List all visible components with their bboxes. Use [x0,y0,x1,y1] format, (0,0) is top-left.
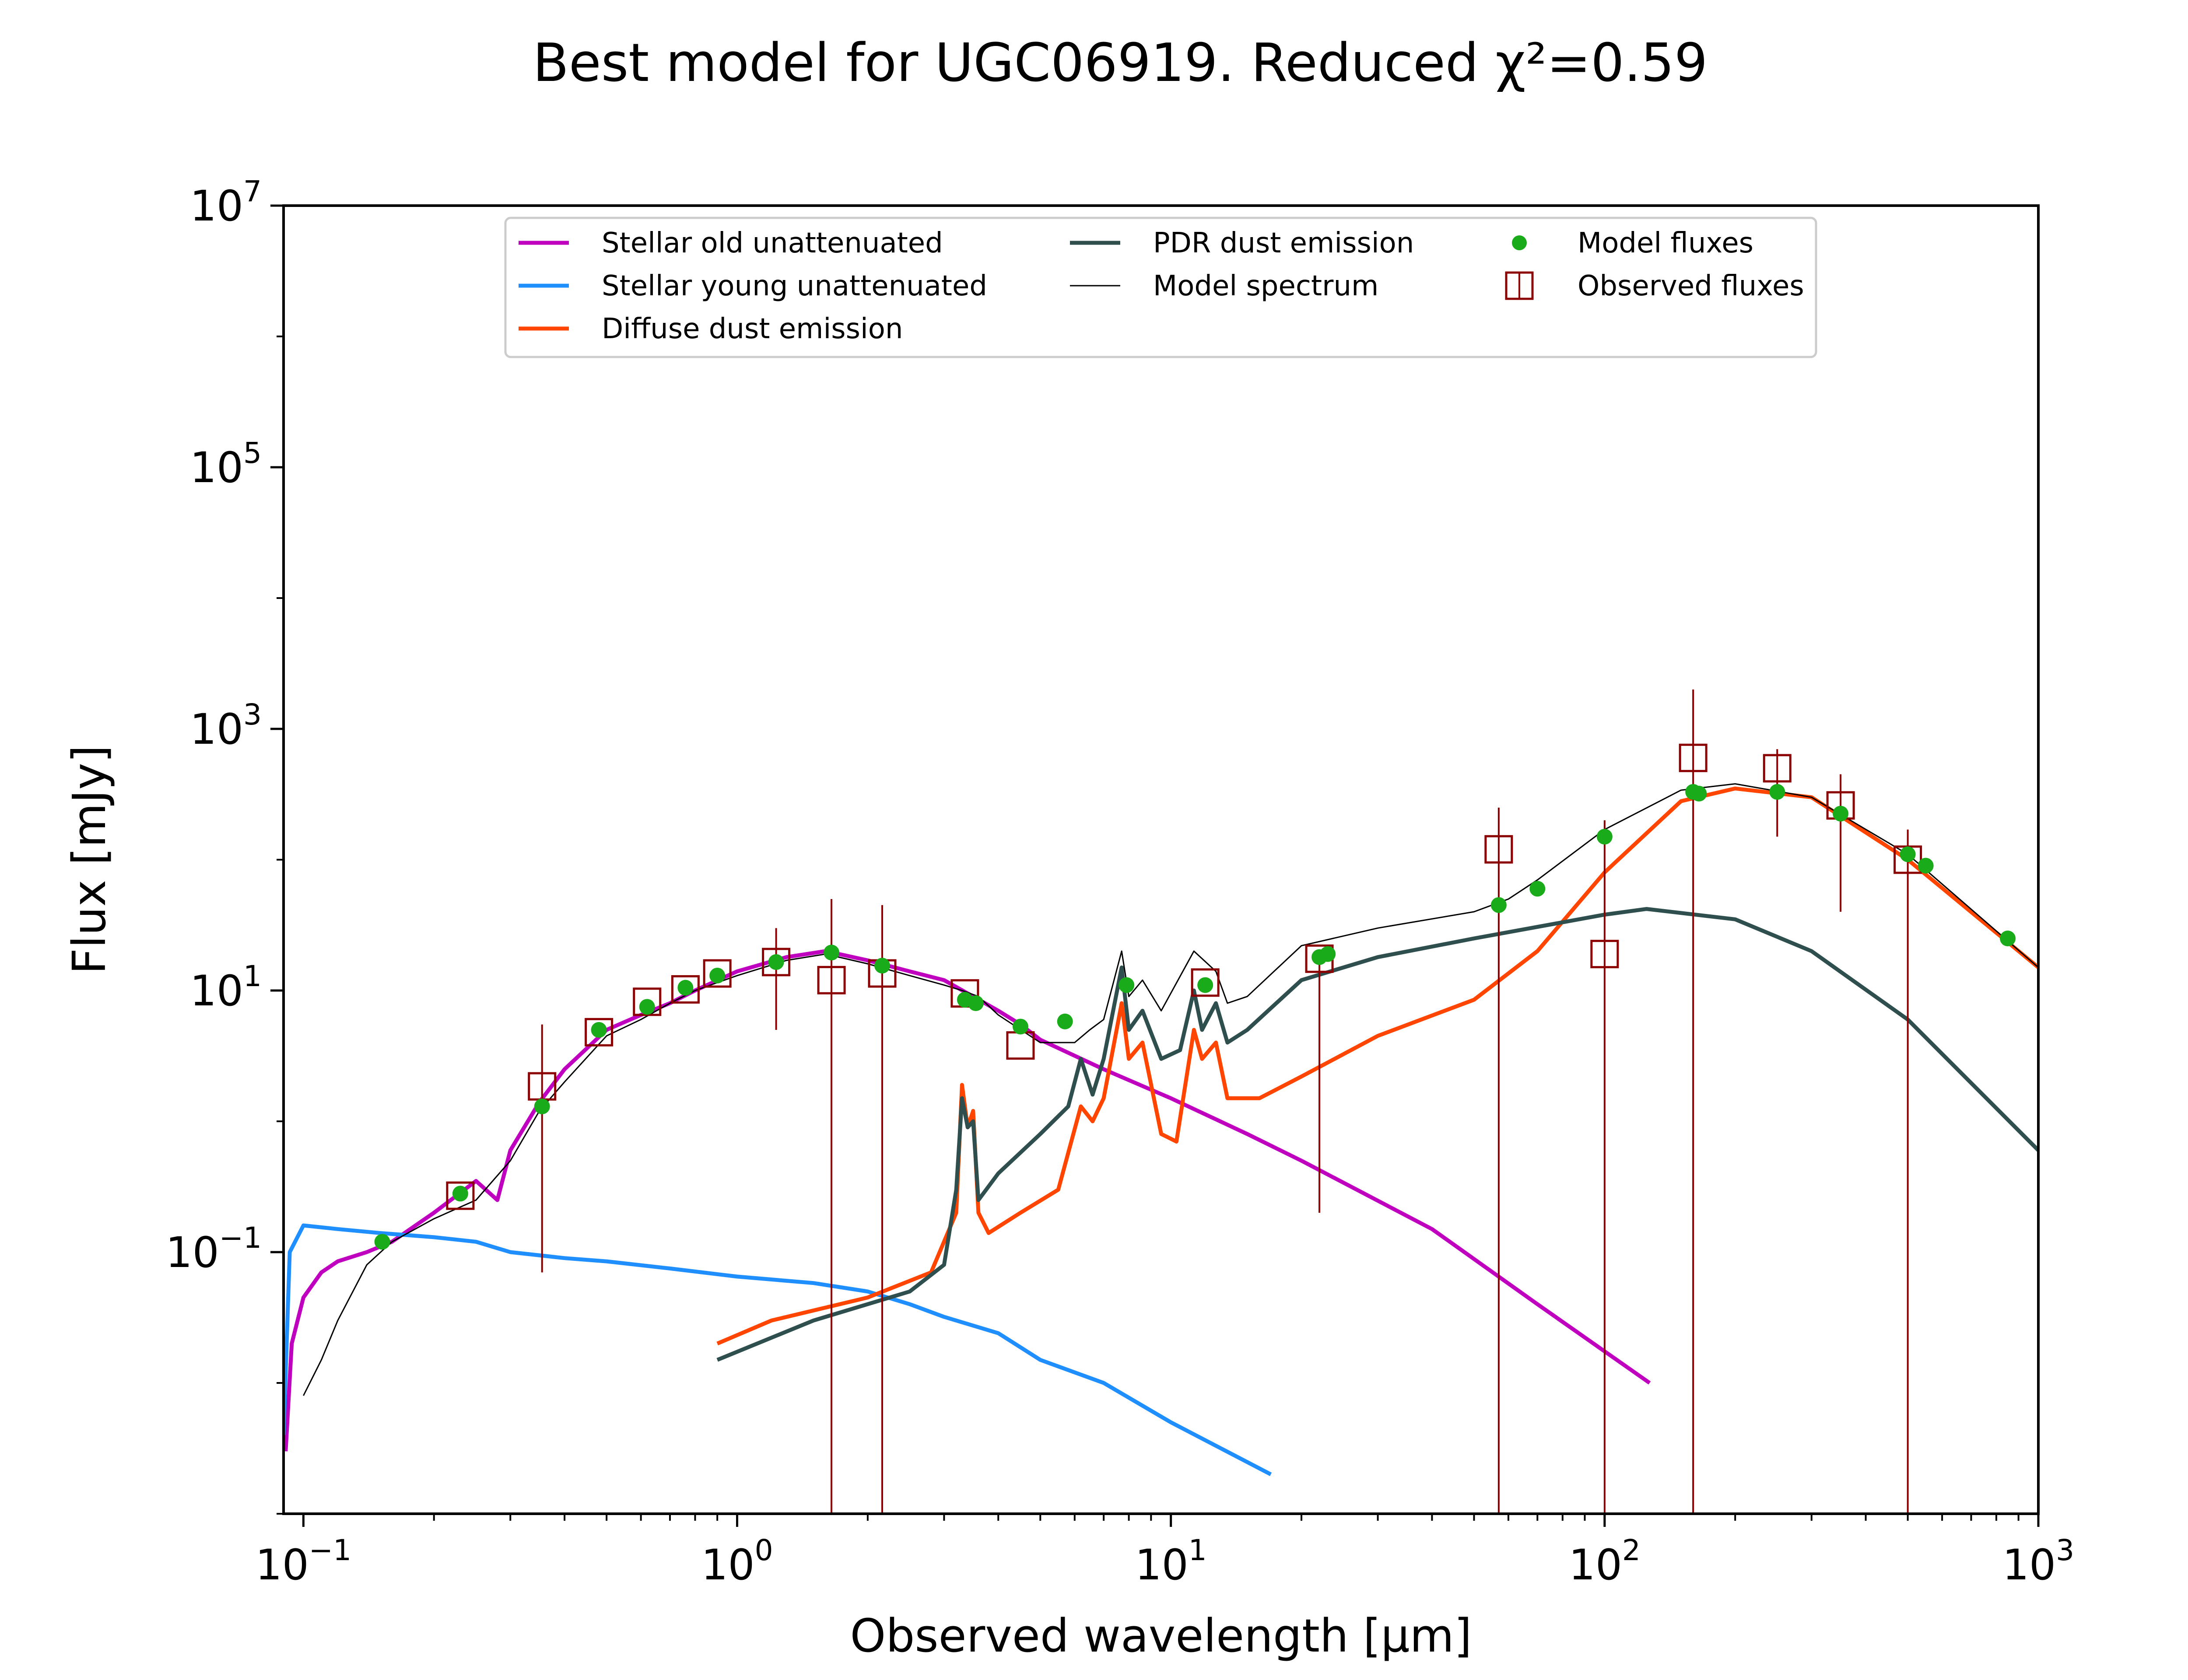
series-line-stellar-old-unattenuated [284,949,1651,1452]
legend-item-model-fluxes: Model fluxes [1512,227,1753,259]
y-axis-label: Flux [mJy] [63,745,116,974]
y-tick-label: 10−1 [166,1221,262,1277]
x-tick-label: 100 [701,1533,773,1589]
series-line-model-spectrum [303,783,2038,1396]
observed-flux-marker [817,966,846,994]
plot-frame [282,204,2040,1515]
observed-flux-marker [1191,968,1220,997]
legend-label: PDR dust emission [1153,227,1414,259]
model-flux-point [1320,946,1336,962]
x-tick-label: 10−1 [256,1533,351,1589]
legend-item-model-spectrum: Model spectrum [1070,270,1378,302]
legend-label: Stellar old unattenuated [602,227,943,259]
observed-flux-marker [762,948,791,976]
legend-box [504,217,1817,358]
x-axis-label: Observed wavelength [μm] [850,1609,1472,1662]
x-tick-label: 101 [1135,1533,1207,1589]
legend-label: Stellar young unattenuated [602,270,987,302]
series-line-stellar-young-unattenuated [284,1223,1272,1476]
model-flux-point [1529,881,1546,897]
series-line-pdr-dust-emission [716,907,2038,1362]
model-flux-point [824,945,840,961]
legend: Stellar old unattenuated Stellar young un… [504,217,1817,358]
model-flux-point [591,1022,607,1038]
model-flux-point [1197,977,1213,993]
model-flux-point [768,954,784,970]
markers-layer [374,689,2016,1514]
legend-swatch [1512,235,1527,250]
model-flux-point [1119,977,1135,993]
x-tick-label: 102 [1569,1533,1641,1589]
axis-ticks: 10−1 100 101 102 103 10−1 101 103 105 107 [166,175,2075,1589]
observed-flux-marker [1679,743,1708,772]
model-flux-point [677,980,694,996]
model-flux-point [1490,897,1507,913]
chart-title: Best model for UGC06919. Reduced χ²=0.59 [533,33,1708,94]
legend-swatch [1505,271,1534,300]
model-flux-point [1769,784,1785,800]
y-tick-label: 107 [190,175,262,231]
y-tick-label: 103 [190,698,262,754]
model-flux-point [1596,829,1613,845]
y-tick-label: 101 [190,959,262,1015]
model-flux-point [374,1234,390,1250]
legend-item-pdr-dust-emission: PDR dust emission [1070,227,1414,259]
model-flux-point [2000,931,2016,947]
legend-label: Observed fluxes [1578,270,1804,302]
observed-flux-marker [1590,940,1619,969]
legend-item-stellar-young-unattenuated: Stellar young unattenuated [519,270,987,302]
model-flux-point [874,958,891,974]
observed-flux-marker [1763,754,1792,783]
model-flux-point [968,995,984,1011]
observed-flux-marker [703,959,732,988]
model-flux-point [1691,785,1707,802]
y-tick-label: 105 [190,436,262,492]
series-layer [284,783,2038,1476]
model-flux-point [1057,1013,1073,1029]
observed-flux-marker [446,1181,475,1210]
model-flux-point [1918,858,1934,874]
legend-label: Diffuse dust emission [602,313,903,345]
observed-flux-marker [633,987,662,1016]
observed-flux-marker [671,975,700,1004]
legend-label: Model fluxes [1578,227,1753,259]
legend-item-diffuse-dust-emission: Diffuse dust emission [519,313,903,345]
legend-item-observed-fluxes: Observed fluxes [1505,270,1804,302]
x-tick-label: 103 [2002,1533,2074,1589]
legend-label: Model spectrum [1153,270,1378,302]
model-flux-point [534,1098,550,1114]
observed-flux-marker [1484,835,1513,864]
model-flux-point [709,967,726,984]
legend-item-stellar-old-unattenuated: Stellar old unattenuated [519,227,943,259]
model-flux-point [1833,805,1849,822]
model-flux-point [639,999,655,1015]
observed-flux-marker [585,1018,614,1046]
model-flux-point [452,1186,468,1202]
model-flux-point [1012,1018,1028,1035]
model-flux-point [1900,846,1916,862]
